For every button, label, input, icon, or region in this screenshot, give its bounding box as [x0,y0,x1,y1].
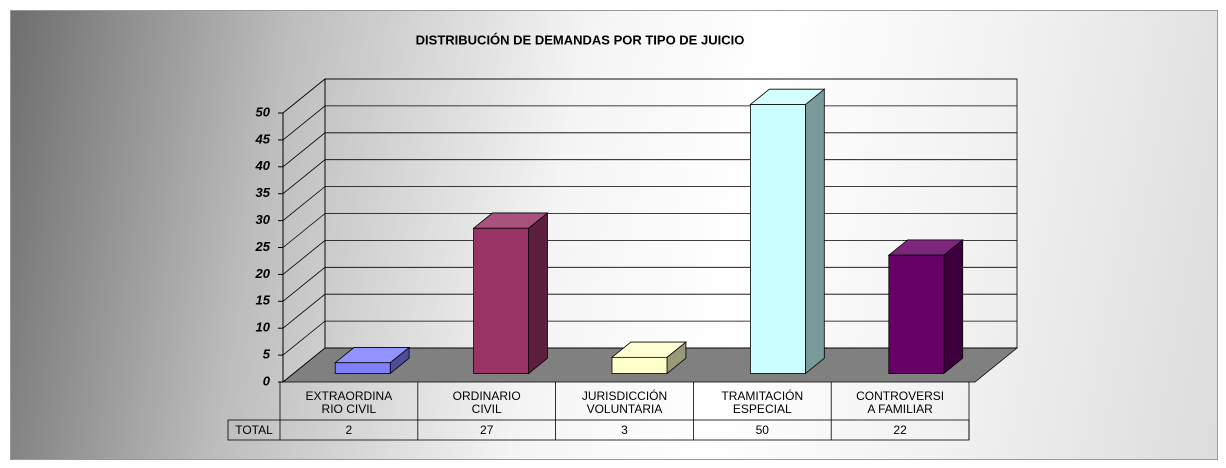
bar [750,104,806,374]
y-tick-label: 40 [255,158,271,173]
category-label: EXTRAORDINARIO CIVIL [280,385,418,420]
y-tick-label: 10 [256,320,271,335]
table-value-text: 3 [621,422,628,437]
table-value: 2 [280,420,418,440]
y-tick-label: 20 [255,266,271,281]
bar [888,254,945,374]
table-value-text: 22 [893,422,907,437]
category-label-text: TRAMITACIÓN ESPECIAL [721,388,804,416]
grid-line [282,132,1017,168]
table-value: 22 [831,420,969,440]
table-value: 27 [418,420,556,440]
category-label: JURISDICCIÓN VOLUNTARIA [556,385,694,420]
bar [611,356,668,374]
y-tick-label: 45 [255,131,271,146]
bar [334,362,391,374]
bar-side [528,212,548,375]
category-label: CONTROVERSIA FAMILIAR [831,385,969,420]
grid-line [282,186,1017,221]
grid-line [282,78,1017,114]
category-label-text: CONTROVERSIA FAMILIAR [856,388,945,416]
table-value-text: 27 [480,422,494,437]
y-tick-label: 35 [256,185,271,200]
y-tick-label: 0 [263,373,271,388]
series-name-text: TOTAL [235,422,273,437]
bar [473,227,530,374]
category-label-text: EXTRAORDINARIO CIVIL [305,388,393,416]
table-value: 3 [556,420,694,440]
category-label: TRAMITACIÓN ESPECIAL [693,385,831,420]
chart-title: DISTRIBUCIÓN DE DEMANDAS POR TIPO DE JUI… [416,32,745,47]
table-value-text: 2 [345,422,353,437]
y-tick-label: 5 [263,347,271,362]
table-value: 50 [693,420,831,440]
table-value-text: 50 [755,422,769,437]
y-tick-label: 25 [255,239,271,254]
series-name: TOTAL [228,420,280,440]
y-tick-label: 50 [256,104,271,119]
y-tick-label: 15 [256,293,271,308]
grid-line [282,105,1017,141]
category-label: ORDINARIO CIVIL [418,385,556,420]
y-tick-label: 30 [256,212,271,227]
category-label-text: ORDINARIO CIVIL [452,388,521,416]
bar-side [805,88,825,375]
grid-line [282,159,1017,195]
category-label-text: JURISDICCIÓN VOLUNTARIA [581,388,668,416]
bar-side [943,239,964,375]
